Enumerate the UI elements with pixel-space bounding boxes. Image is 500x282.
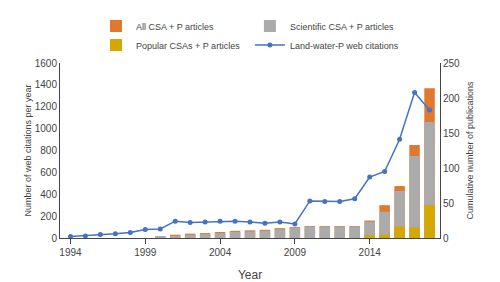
svg-text:2004: 2004 — [209, 247, 232, 258]
svg-text:150: 150 — [443, 128, 460, 139]
svg-text:800: 800 — [40, 145, 57, 156]
svg-text:Year: Year — [238, 268, 262, 282]
svg-text:Popular CSAs + P articles: Popular CSAs + P articles — [136, 41, 240, 51]
svg-text:Number of web citations per ye: Number of web citations per year — [23, 84, 33, 216]
svg-text:200: 200 — [40, 211, 57, 222]
svg-text:Scientific CSA + P articles: Scientific CSA + P articles — [290, 22, 394, 32]
svg-text:1600: 1600 — [35, 58, 58, 69]
svg-text:600: 600 — [40, 167, 57, 178]
svg-text:200: 200 — [443, 93, 460, 104]
svg-text:0: 0 — [51, 233, 57, 244]
svg-text:0: 0 — [443, 233, 449, 244]
svg-text:250: 250 — [443, 58, 460, 69]
svg-text:Cumulative number of publicati: Cumulative number of publications — [465, 81, 475, 220]
svg-text:50: 50 — [443, 198, 455, 209]
svg-text:1200: 1200 — [35, 101, 58, 112]
svg-text:1400: 1400 — [35, 79, 58, 90]
svg-text:Land-water-P web citations: Land-water-P web citations — [290, 41, 399, 51]
svg-text:All CSA + P articles: All CSA + P articles — [136, 22, 214, 32]
svg-text:1994: 1994 — [59, 247, 82, 258]
svg-text:2009: 2009 — [284, 247, 307, 258]
svg-text:400: 400 — [40, 189, 57, 200]
svg-text:2014: 2014 — [359, 247, 382, 258]
svg-text:1000: 1000 — [35, 123, 58, 134]
svg-text:100: 100 — [443, 163, 460, 174]
svg-text:1999: 1999 — [134, 247, 157, 258]
